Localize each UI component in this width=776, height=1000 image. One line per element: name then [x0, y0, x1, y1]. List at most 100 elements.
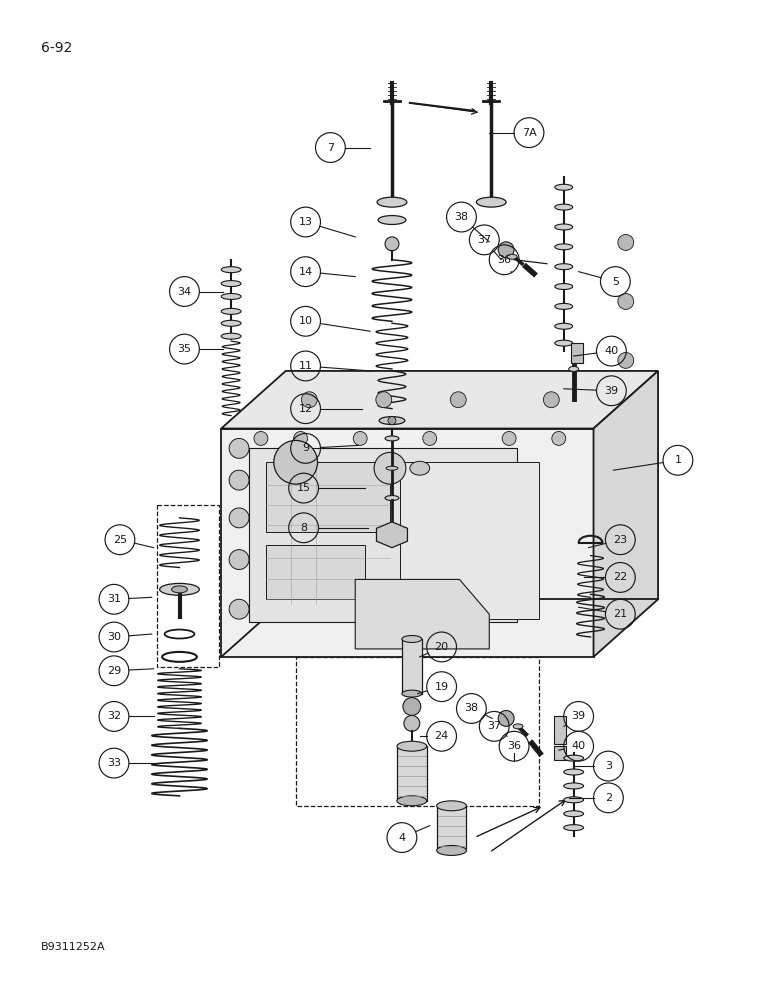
Ellipse shape: [555, 204, 573, 210]
Text: 29: 29: [107, 666, 121, 676]
Ellipse shape: [397, 741, 427, 751]
Text: 23: 23: [613, 535, 627, 545]
Bar: [437, 806, 466, 850]
Ellipse shape: [437, 801, 466, 811]
Text: 12: 12: [299, 404, 313, 414]
Polygon shape: [400, 462, 539, 619]
Text: 21: 21: [613, 609, 627, 619]
Ellipse shape: [437, 846, 466, 855]
Text: 3: 3: [605, 761, 612, 771]
Ellipse shape: [569, 366, 579, 371]
Text: 40: 40: [572, 741, 586, 751]
Text: 25: 25: [113, 535, 127, 545]
Text: 14: 14: [299, 267, 313, 277]
Text: 1: 1: [674, 455, 681, 465]
Circle shape: [229, 508, 249, 528]
Circle shape: [229, 599, 249, 619]
Ellipse shape: [221, 267, 241, 273]
Ellipse shape: [555, 224, 573, 230]
Circle shape: [552, 431, 566, 445]
Ellipse shape: [563, 797, 584, 803]
Circle shape: [423, 431, 437, 445]
Ellipse shape: [171, 586, 188, 593]
Text: 37: 37: [477, 235, 491, 245]
Ellipse shape: [563, 783, 584, 789]
Polygon shape: [221, 429, 594, 657]
Bar: [249, 448, 517, 622]
Text: 36: 36: [497, 255, 511, 265]
Ellipse shape: [555, 244, 573, 250]
Bar: [266, 545, 365, 599]
Text: 37: 37: [487, 721, 501, 731]
Ellipse shape: [160, 583, 199, 595]
Text: 10: 10: [299, 316, 313, 326]
Ellipse shape: [513, 724, 523, 729]
Circle shape: [374, 452, 406, 484]
Ellipse shape: [385, 496, 399, 500]
Ellipse shape: [221, 293, 241, 299]
Ellipse shape: [402, 636, 422, 642]
Text: 22: 22: [613, 572, 628, 582]
Ellipse shape: [555, 264, 573, 270]
Ellipse shape: [555, 303, 573, 309]
Text: 7: 7: [327, 143, 334, 153]
Circle shape: [376, 392, 392, 408]
Bar: [570, 343, 583, 363]
Circle shape: [353, 431, 367, 445]
Circle shape: [229, 550, 249, 569]
Ellipse shape: [555, 284, 573, 290]
Text: 19: 19: [435, 682, 449, 692]
Ellipse shape: [402, 690, 422, 697]
Circle shape: [450, 392, 466, 408]
Ellipse shape: [563, 825, 584, 831]
Ellipse shape: [555, 184, 573, 190]
Text: 7A: 7A: [521, 128, 536, 138]
Ellipse shape: [378, 216, 406, 224]
Ellipse shape: [410, 461, 430, 475]
Circle shape: [274, 440, 317, 484]
Bar: [402, 639, 422, 694]
Text: 38: 38: [455, 212, 469, 222]
Ellipse shape: [386, 466, 398, 470]
Text: 6-92: 6-92: [40, 41, 72, 55]
Polygon shape: [594, 371, 658, 657]
Circle shape: [254, 431, 268, 445]
Ellipse shape: [508, 254, 517, 259]
Text: 38: 38: [464, 703, 479, 713]
Text: 33: 33: [107, 758, 121, 768]
Text: 4: 4: [398, 833, 406, 843]
Text: 20: 20: [435, 642, 449, 652]
Ellipse shape: [221, 320, 241, 326]
Ellipse shape: [563, 755, 584, 761]
Ellipse shape: [221, 333, 241, 339]
Circle shape: [385, 237, 399, 251]
Circle shape: [498, 242, 514, 258]
Circle shape: [502, 431, 516, 445]
Text: 32: 32: [107, 711, 121, 721]
Text: 2: 2: [605, 793, 612, 803]
Circle shape: [498, 710, 514, 726]
Text: 15: 15: [296, 483, 310, 493]
Ellipse shape: [563, 811, 584, 817]
Polygon shape: [355, 579, 490, 649]
Ellipse shape: [379, 417, 405, 425]
Bar: [397, 746, 427, 801]
Text: 40: 40: [605, 346, 618, 356]
Ellipse shape: [221, 281, 241, 287]
Text: 36: 36: [507, 741, 521, 751]
Circle shape: [229, 470, 249, 490]
Circle shape: [229, 438, 249, 458]
Ellipse shape: [476, 197, 506, 207]
Bar: [554, 716, 566, 744]
Bar: [554, 746, 566, 760]
Ellipse shape: [555, 340, 573, 346]
Text: 8: 8: [300, 523, 307, 533]
Circle shape: [388, 417, 396, 425]
Circle shape: [301, 392, 317, 408]
Text: 11: 11: [299, 361, 313, 371]
Text: 5: 5: [611, 277, 619, 287]
Text: 31: 31: [107, 594, 121, 604]
Ellipse shape: [555, 323, 573, 329]
Ellipse shape: [221, 308, 241, 314]
Circle shape: [618, 235, 634, 250]
